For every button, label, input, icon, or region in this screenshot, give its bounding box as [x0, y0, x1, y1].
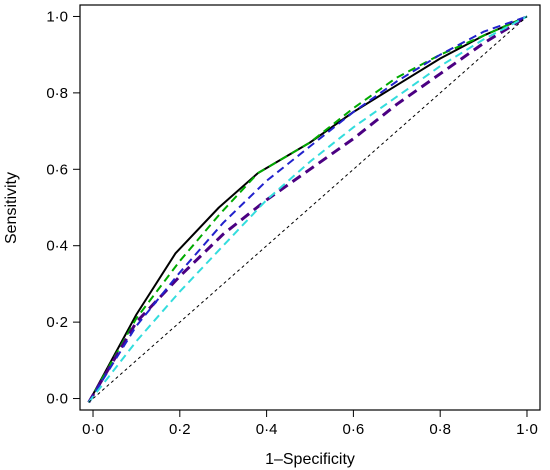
series-line-3 — [87, 15, 528, 404]
y-tick-label: 1·0 — [46, 8, 68, 25]
y-tick-label: 0·6 — [46, 161, 68, 178]
series-line-6 — [88, 16, 528, 403]
x-axis-label: 1–Specificity — [265, 451, 355, 468]
plot-frame — [79, 4, 541, 411]
y-tick-label: 0·2 — [46, 314, 68, 331]
y-tick-label: 0·4 — [46, 238, 68, 255]
series-line-5 — [87, 15, 528, 404]
series-line-2 — [87, 15, 528, 403]
y-tick-label: 0·0 — [46, 391, 68, 408]
x-axis: 0·0 0·2 0·4 0·6 0·8 1·0 — [82, 410, 538, 438]
series-line-4 — [87, 15, 528, 403]
x-tick-label: 0·6 — [343, 421, 365, 438]
x-tick-label: 0·4 — [256, 421, 278, 438]
x-tick-label: 0·0 — [82, 421, 104, 438]
x-tick-label: 0·8 — [429, 421, 451, 438]
x-tick-label: 0·2 — [169, 421, 191, 438]
y-axis: 0·0 0·2 0·4 0·6 0·8 1·0 — [46, 8, 80, 408]
series-layer — [87, 15, 528, 404]
y-axis-label: Sensitivity — [3, 172, 20, 244]
y-tick-label: 0·8 — [46, 85, 68, 102]
x-tick-label: 1·0 — [516, 421, 538, 438]
series-line-1 — [87, 15, 528, 403]
